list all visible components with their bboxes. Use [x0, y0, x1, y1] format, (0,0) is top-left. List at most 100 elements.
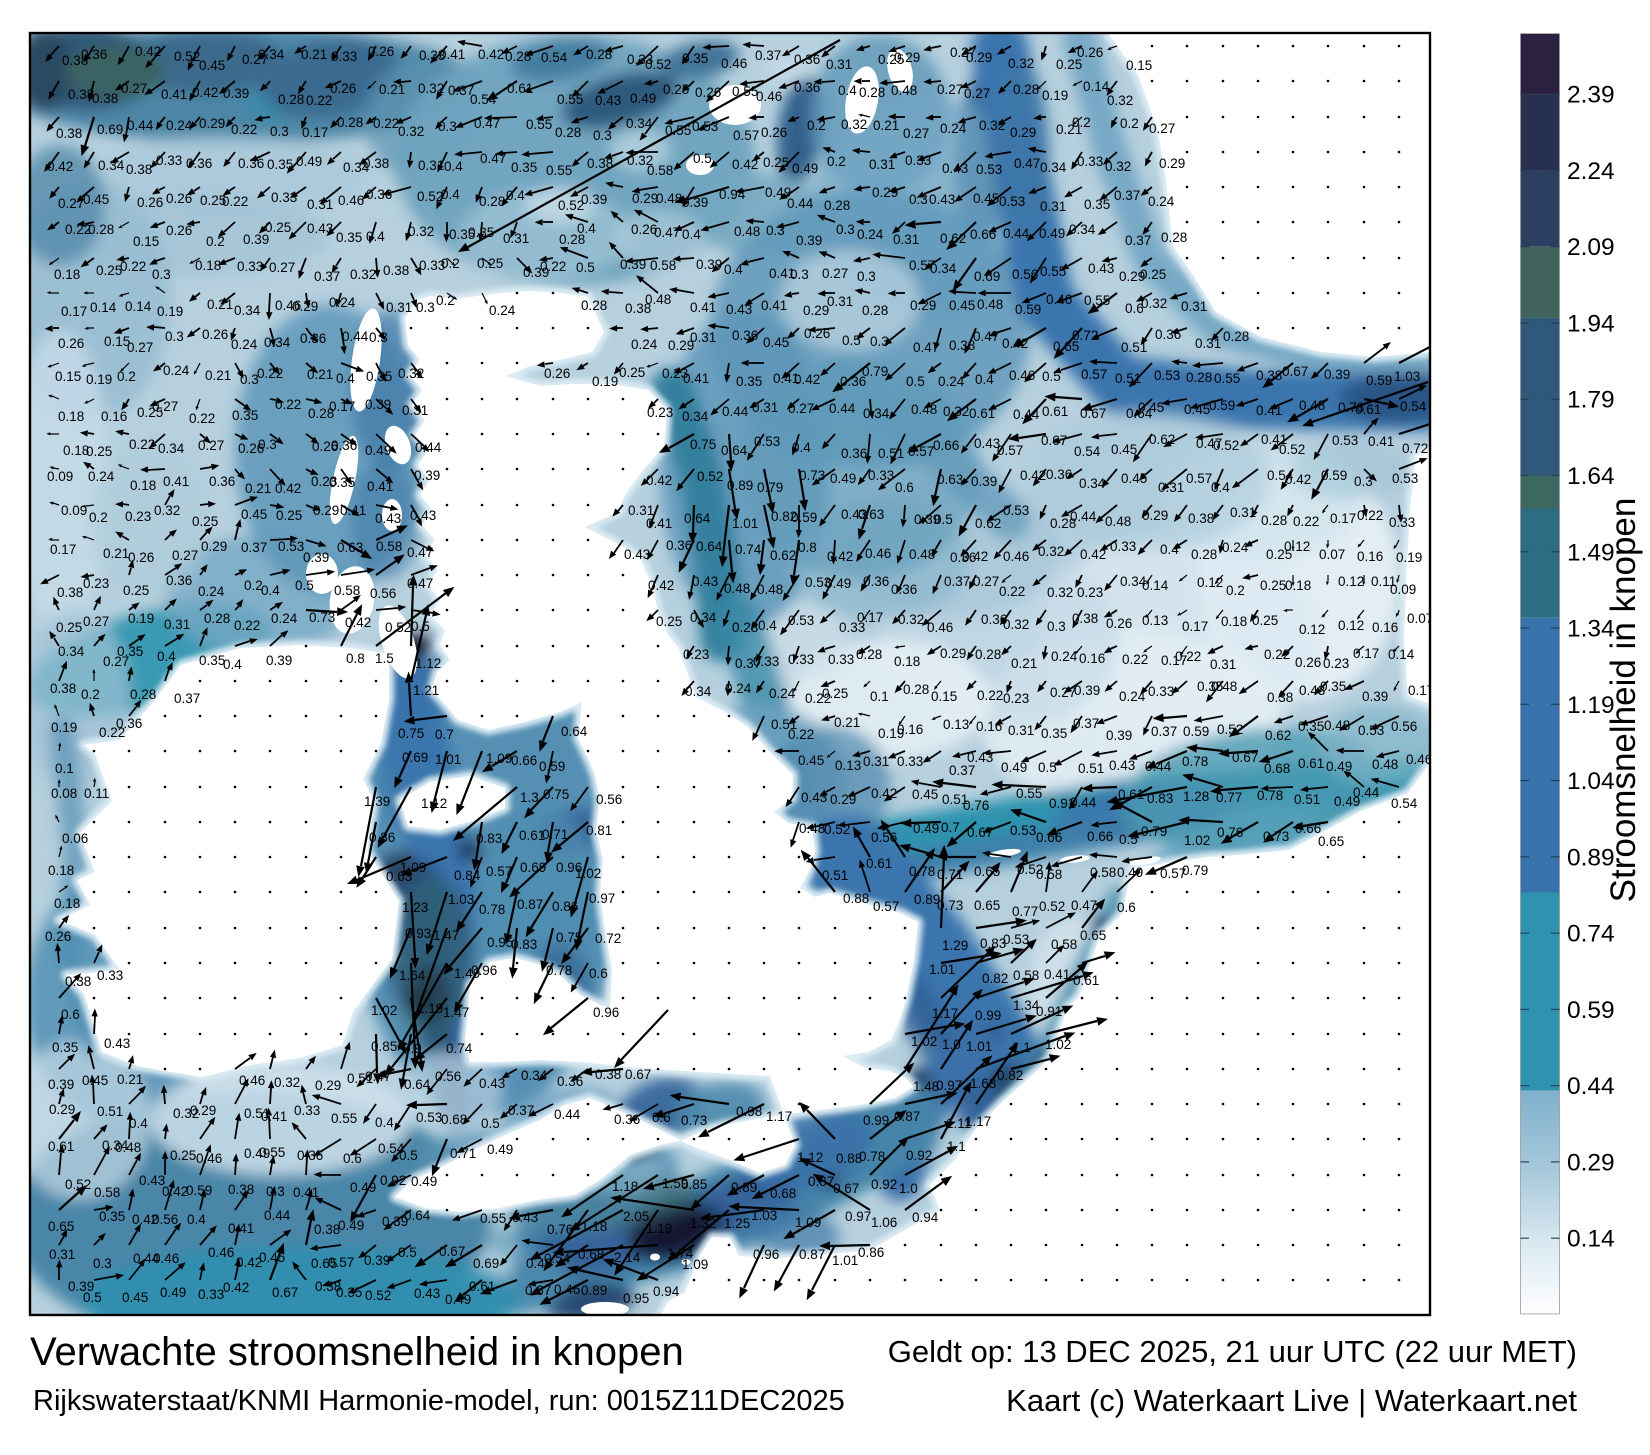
svg-text:0.82: 0.82	[982, 971, 1008, 986]
svg-text:0.5: 0.5	[693, 151, 712, 166]
svg-text:0.83: 0.83	[1147, 791, 1173, 806]
svg-text:0.49: 0.49	[765, 185, 791, 200]
svg-text:0.53: 0.53	[1358, 723, 1384, 738]
svg-text:0.64: 0.64	[684, 511, 711, 526]
svg-text:0.38: 0.38	[126, 162, 152, 177]
svg-text:0.3: 0.3	[165, 329, 184, 344]
svg-text:0.67: 0.67	[1041, 433, 1067, 448]
svg-text:0.52: 0.52	[65, 1177, 91, 1192]
svg-text:0.38: 0.38	[314, 1222, 340, 1237]
svg-text:0.35: 0.35	[1197, 679, 1223, 694]
svg-text:0.22: 0.22	[1264, 647, 1290, 662]
svg-text:0.3: 0.3	[240, 372, 259, 387]
svg-text:0.39: 0.39	[1106, 728, 1132, 743]
svg-text:0.35: 0.35	[468, 225, 494, 240]
svg-text:0.36: 0.36	[1155, 327, 1181, 342]
svg-text:0.46: 0.46	[756, 89, 782, 104]
svg-text:0.5: 0.5	[1042, 369, 1061, 384]
svg-text:1.17: 1.17	[932, 1006, 958, 1021]
svg-text:0.34: 0.34	[690, 610, 717, 625]
svg-text:2.39: 2.39	[1567, 82, 1615, 109]
svg-text:0.24: 0.24	[1119, 689, 1146, 704]
svg-text:0.52: 0.52	[174, 49, 200, 64]
svg-text:0.19: 0.19	[1042, 88, 1068, 103]
svg-text:1.5: 1.5	[375, 651, 394, 666]
svg-text:0.28: 0.28	[1191, 547, 1217, 562]
svg-text:1.59: 1.59	[662, 1176, 688, 1191]
svg-text:0.63: 0.63	[858, 507, 884, 522]
svg-text:0.12: 0.12	[1338, 618, 1364, 633]
svg-text:1.06: 1.06	[871, 1215, 897, 1230]
svg-text:0.5: 0.5	[842, 333, 861, 348]
svg-text:0.36: 0.36	[794, 80, 820, 95]
svg-text:0.22: 0.22	[540, 259, 566, 274]
svg-text:0.53: 0.53	[1003, 503, 1029, 518]
svg-text:0.66: 0.66	[933, 438, 959, 453]
svg-text:0.34: 0.34	[234, 303, 261, 318]
svg-text:0.53: 0.53	[976, 162, 1002, 177]
svg-text:0.87: 0.87	[517, 897, 543, 912]
svg-text:0.31: 0.31	[690, 330, 716, 345]
svg-text:0.16: 0.16	[1372, 620, 1398, 635]
svg-text:0.31: 0.31	[628, 503, 654, 518]
svg-text:0.25: 0.25	[123, 583, 149, 598]
svg-text:0.89: 0.89	[1567, 844, 1615, 871]
svg-text:1.23: 1.23	[402, 900, 428, 915]
svg-text:0.41: 0.41	[1368, 434, 1394, 449]
svg-text:0.32: 0.32	[408, 224, 434, 239]
svg-text:0.52: 0.52	[697, 469, 723, 484]
svg-text:0.55: 0.55	[732, 84, 758, 99]
svg-text:0.63: 0.63	[386, 869, 412, 884]
svg-text:0.17: 0.17	[302, 125, 328, 140]
svg-text:0.31: 0.31	[826, 57, 852, 72]
svg-text:0.32: 0.32	[1003, 617, 1029, 632]
svg-text:0.27: 0.27	[973, 574, 999, 589]
svg-text:0.18: 0.18	[54, 267, 80, 282]
svg-text:0.3: 0.3	[593, 128, 612, 143]
svg-text:0.97: 0.97	[845, 1209, 871, 1224]
svg-text:1.3: 1.3	[520, 790, 539, 805]
svg-text:0.36: 0.36	[331, 438, 357, 453]
svg-text:0.52: 0.52	[1017, 862, 1043, 877]
svg-text:0.27: 0.27	[1050, 685, 1076, 700]
svg-text:0.54: 0.54	[1267, 468, 1294, 483]
svg-text:0.49: 0.49	[365, 443, 391, 458]
svg-text:0.24: 0.24	[88, 469, 115, 484]
svg-text:0.25: 0.25	[1140, 267, 1166, 282]
svg-text:0.34: 0.34	[863, 406, 890, 421]
svg-text:0.39: 0.39	[796, 233, 822, 248]
svg-text:0.34: 0.34	[682, 409, 709, 424]
svg-text:0.43: 0.43	[801, 790, 827, 805]
svg-text:0.62: 0.62	[940, 231, 966, 246]
svg-text:0.51: 0.51	[942, 792, 968, 807]
svg-text:0.48: 0.48	[724, 581, 750, 596]
svg-text:0.22: 0.22	[275, 397, 301, 412]
svg-text:0.49: 0.49	[244, 1146, 270, 1161]
svg-text:0.27: 0.27	[950, 45, 976, 60]
svg-text:0.48: 0.48	[911, 402, 937, 417]
svg-text:0.17: 0.17	[1161, 653, 1187, 668]
svg-text:0.46: 0.46	[554, 1282, 580, 1297]
svg-text:1.48: 1.48	[913, 1079, 939, 1094]
svg-text:0.67: 0.67	[1080, 406, 1106, 421]
svg-text:0.38: 0.38	[56, 126, 82, 141]
svg-text:1.02: 1.02	[371, 1003, 397, 1018]
svg-text:0.46: 0.46	[927, 620, 953, 635]
svg-text:0.53: 0.53	[999, 194, 1025, 209]
svg-text:0.92: 0.92	[906, 1148, 932, 1163]
svg-text:0.2: 0.2	[827, 154, 846, 169]
svg-text:0.49: 0.49	[630, 91, 656, 106]
svg-text:0.66: 0.66	[970, 227, 996, 242]
svg-text:0.64: 0.64	[404, 1077, 431, 1092]
svg-text:0.46: 0.46	[239, 1073, 265, 1088]
svg-text:0.52: 0.52	[645, 57, 671, 72]
svg-text:0.33: 0.33	[1389, 515, 1415, 530]
svg-text:0.89: 0.89	[914, 892, 940, 907]
svg-text:0.73: 0.73	[309, 610, 335, 625]
svg-text:0.61: 0.61	[1042, 404, 1068, 419]
svg-text:0.55: 0.55	[1016, 786, 1042, 801]
svg-text:0.34: 0.34	[343, 160, 370, 175]
svg-text:0.95: 0.95	[487, 935, 513, 950]
svg-text:0.87: 0.87	[808, 1174, 834, 1189]
svg-text:0.61: 0.61	[1073, 973, 1099, 988]
